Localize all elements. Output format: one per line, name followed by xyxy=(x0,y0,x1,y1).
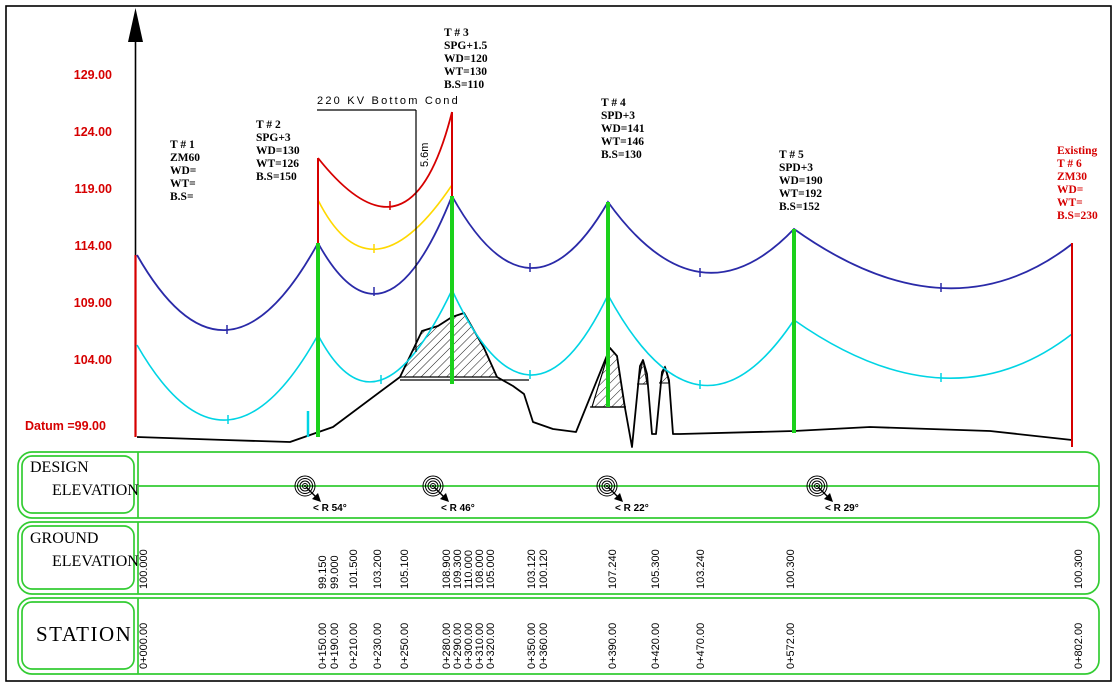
ground-elevation-band xyxy=(17,521,1100,595)
ground-elevation-value: 105.300 xyxy=(650,549,662,589)
lower-conductor-curve xyxy=(136,288,1073,421)
ground-elevation-value: 105.000 xyxy=(485,549,497,589)
station-band xyxy=(17,597,1100,675)
angle-value-label: < R 29° xyxy=(825,503,859,514)
tower-5-label: T # 5 SPD+3 WD=190 WT=192 B.S=152 xyxy=(779,149,823,213)
station-value: 0+802.00 xyxy=(1073,622,1085,669)
station-label-box xyxy=(21,601,135,670)
tower-2-label: T # 2 SPG+3 WD=130 WT=126 B.S=150 xyxy=(256,119,300,183)
station-value: 0+250.00 xyxy=(399,622,411,669)
angle-value-label: < R 54° xyxy=(313,503,347,514)
station-row-label: STATION xyxy=(36,622,133,646)
design-elevation-label-box xyxy=(21,455,135,514)
station-value: 0+150.00 xyxy=(317,622,329,669)
ground-elevation-value: 103.200 xyxy=(372,549,384,589)
station-value: 0+360.00 xyxy=(538,622,550,669)
station-value: 0+320.00 xyxy=(485,622,497,669)
station-value: 0+390.00 xyxy=(607,622,619,669)
elevation-axis xyxy=(128,8,143,437)
station-value: 0+350.00 xyxy=(526,622,538,669)
axis-arrow-icon xyxy=(128,8,143,42)
ground-elevation-value: 100.000 xyxy=(138,549,150,589)
sheet-border xyxy=(5,5,1112,682)
station-value: 0+190.00 xyxy=(329,622,341,669)
elevation-tick: 114.00 xyxy=(74,239,112,253)
tower-4-label: T # 4 SPD+3 WD=141 WT=146 B.S=130 xyxy=(601,97,645,161)
angle-point-icon xyxy=(596,475,618,497)
elevation-tick: 124.00 xyxy=(73,125,112,139)
sag-ticks-blue xyxy=(226,263,942,334)
datum-label: Datum =99.00 xyxy=(25,419,106,433)
conductor-note: 220 KV Bottom Cond xyxy=(317,95,460,107)
ground-elevation-value: 100.120 xyxy=(538,549,550,589)
ground-elevation-label-box xyxy=(21,525,135,590)
ground-elevation-value: 107.240 xyxy=(607,549,619,589)
ground-row-label-1: GROUND xyxy=(30,530,99,547)
ground-elevation-value: 100.300 xyxy=(785,549,797,589)
design-row-label-1: DESIGN xyxy=(30,459,89,476)
crossing-conductor-yellow-curve xyxy=(317,184,453,251)
angle-arrow-icon xyxy=(305,486,321,502)
table-grid xyxy=(17,451,1100,675)
angle-arrow-icon xyxy=(607,486,623,502)
design-elevation-band xyxy=(17,451,1100,519)
ground-elevation-value: 99.150 xyxy=(317,555,329,589)
angle-arrow-icon xyxy=(433,486,449,502)
clearance-value: 5.6m xyxy=(419,142,431,167)
ground-elevation-value: 103.240 xyxy=(695,549,707,589)
angle-value-label: < R 46° xyxy=(441,503,475,514)
elevation-tick: 129.00 xyxy=(73,68,112,82)
elevation-tick: 119.00 xyxy=(74,182,112,196)
ground-row-label-2: ELEVATION xyxy=(52,553,139,570)
station-value: 0+210.00 xyxy=(348,622,360,669)
ground-elevation-value: 105.100 xyxy=(399,549,411,589)
station-value: 0+420.00 xyxy=(650,622,662,669)
angle-point-icon xyxy=(422,475,444,497)
clearance-dimension xyxy=(317,109,417,352)
sag-ticks-cyan xyxy=(227,370,942,424)
elevation-tick: 109.00 xyxy=(73,296,112,310)
tower-6-label: Existing T # 6 ZM30 WD= WT= B.S=230 xyxy=(1057,145,1098,222)
elevation-tick: 104.00 xyxy=(73,353,112,367)
crossing-conductor-red-curve xyxy=(317,111,453,208)
angle-value-label: < R 22° xyxy=(615,503,649,514)
ground-profile xyxy=(136,312,1073,448)
station-value: 0+230.00 xyxy=(372,622,384,669)
station-value: 0+470.00 xyxy=(695,622,707,669)
angle-point-icon xyxy=(806,475,828,497)
tower-3-label: T # 3 SPG+1.5 WD=120 WT=130 B.S=110 xyxy=(444,27,488,91)
tower-lines xyxy=(306,112,1073,447)
design-row-label-2: ELEVATION xyxy=(52,482,139,499)
ground-elevation-value: 103.120 xyxy=(526,549,538,589)
ground-elevation-value: 99.000 xyxy=(329,555,341,589)
ground-elevation-value: 101.500 xyxy=(348,549,360,589)
angle-arrow-icon xyxy=(817,486,833,502)
conductor-curves xyxy=(136,111,1073,424)
station-value: 0+000.00 xyxy=(138,622,150,669)
tower-1-label: T # 1 ZM60 WD= WT= B.S= xyxy=(170,139,201,203)
station-value: 0+572.00 xyxy=(785,622,797,669)
angle-point-icon xyxy=(294,475,316,497)
upper-conductor-curve xyxy=(136,193,1073,331)
ground-elevation-value: 100.300 xyxy=(1073,549,1085,589)
